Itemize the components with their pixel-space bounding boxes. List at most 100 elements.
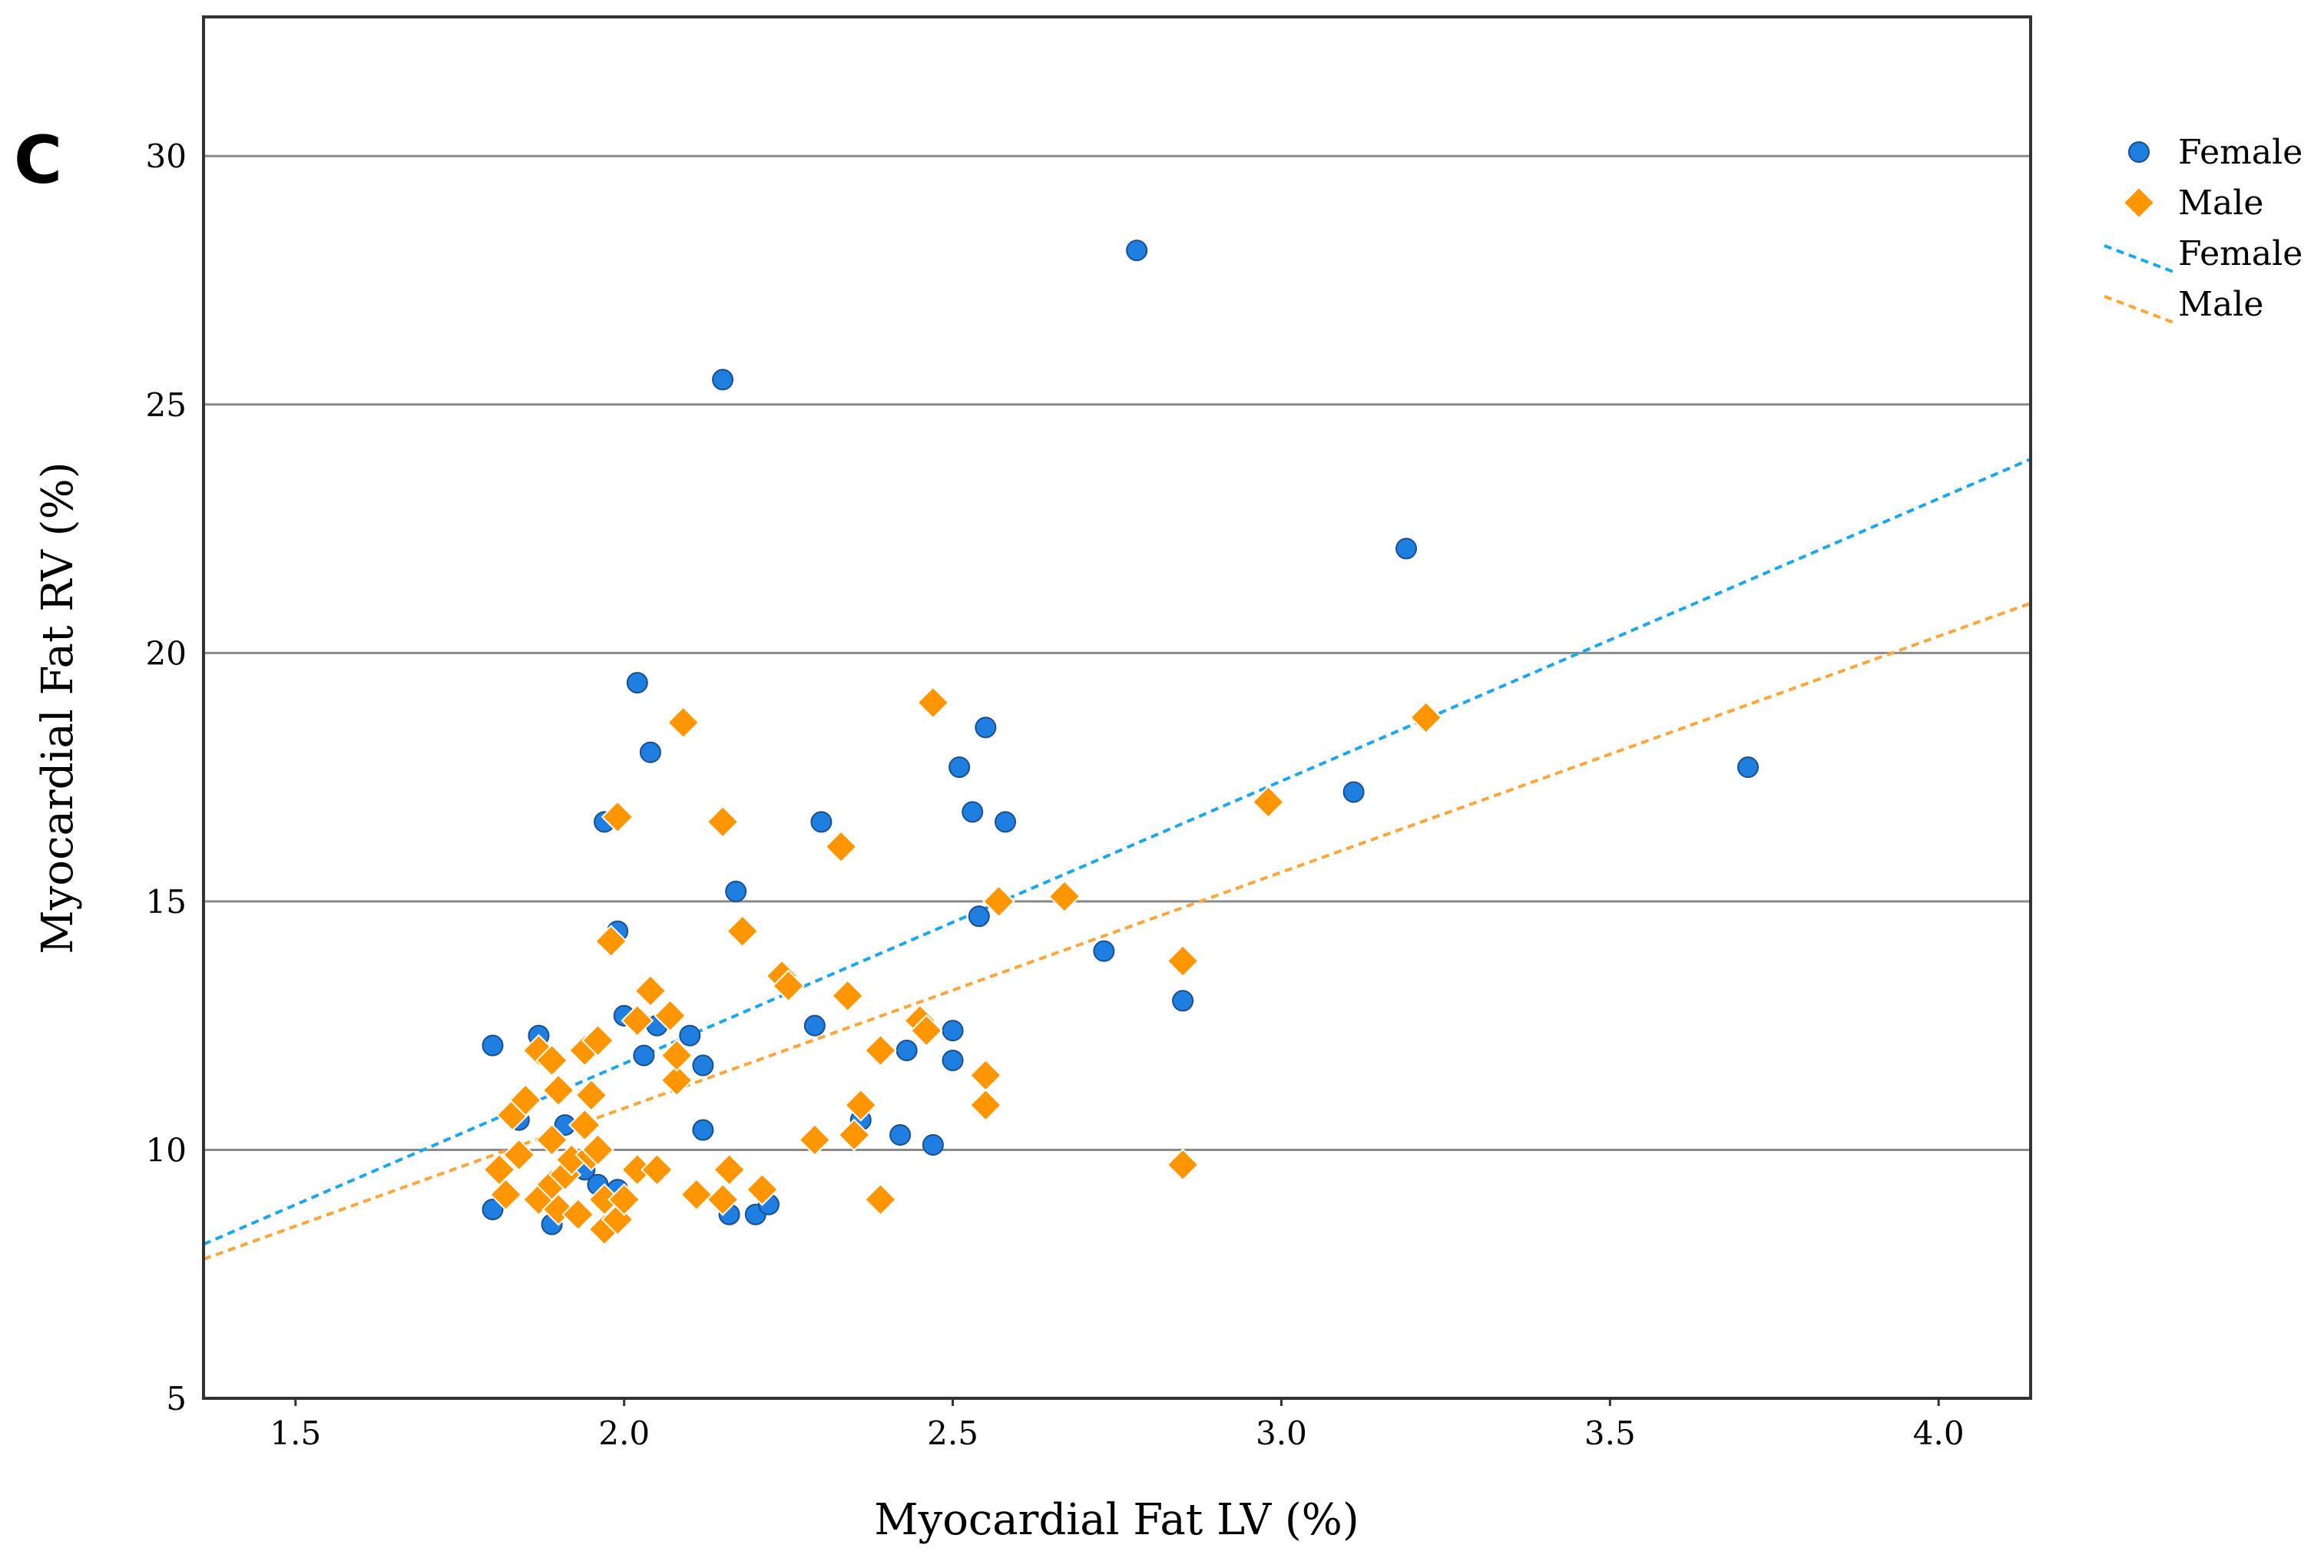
male-point (844, 1088, 878, 1122)
male-point (909, 1014, 943, 1047)
female-point (1093, 940, 1115, 962)
male-point (607, 1183, 641, 1216)
male-point (745, 1173, 779, 1206)
male-point (641, 1153, 674, 1186)
x-tick-label: 3.0 (1256, 1414, 1307, 1452)
plot-frame (202, 15, 2032, 1400)
male-point (864, 1034, 897, 1067)
female-point (975, 716, 997, 739)
female-point (482, 1199, 504, 1221)
legend-male-marker (2122, 186, 2156, 220)
male-point (561, 1198, 595, 1231)
y-tick-label: 10 (146, 1131, 187, 1169)
female-point (1395, 538, 1418, 560)
male-point (601, 800, 634, 834)
y-tick-label: 30 (146, 137, 187, 175)
y-tick-label: 5 (166, 1380, 187, 1417)
female-point (1342, 781, 1365, 803)
male-point (541, 1073, 575, 1107)
male-point (1409, 701, 1443, 734)
female-point (942, 1049, 964, 1071)
female-point (725, 880, 747, 902)
male-point (864, 1183, 897, 1216)
male-point (968, 1088, 1002, 1122)
female-point (692, 1119, 714, 1141)
male-point (574, 1078, 608, 1112)
gridlines (204, 154, 2031, 1151)
x-tick-label: 3.5 (1584, 1414, 1636, 1452)
male-point (654, 999, 687, 1033)
legend-label: Female (2178, 234, 2302, 273)
male-point (621, 1004, 654, 1037)
y-tick-label: 15 (146, 883, 187, 921)
female-point (692, 1054, 714, 1077)
female-point (1737, 756, 1760, 779)
male-point (798, 1123, 832, 1156)
x-axis-label: Myocardial Fat LV (%) (874, 1495, 1359, 1545)
y-axis-label: Myocardial Fat RV (%) (33, 461, 83, 954)
y-tick-label: 25 (146, 386, 187, 424)
male-point (982, 885, 1015, 918)
legend: Female Male Female Male (2104, 133, 2302, 324)
male-point (660, 1039, 694, 1072)
female-point (1126, 240, 1148, 262)
female-point (995, 811, 1017, 833)
x-tick-label: 2.5 (927, 1414, 978, 1452)
male-point (1166, 944, 1200, 978)
male-point (680, 1178, 713, 1212)
male-point (568, 1108, 601, 1142)
fit-line-male (203, 601, 2031, 1261)
female-point (942, 1020, 964, 1042)
female-point (948, 756, 971, 779)
female-point (803, 1014, 826, 1037)
male-point (1048, 879, 1081, 913)
female-point (922, 1133, 944, 1156)
female-point (810, 811, 833, 833)
female-point (1172, 990, 1194, 1012)
male-point (916, 686, 950, 719)
male-point (772, 969, 806, 1003)
x-tick-label: 1.5 (270, 1414, 321, 1452)
legend-label: Male (2178, 184, 2263, 223)
male-point (713, 1153, 747, 1186)
female-point (626, 672, 648, 694)
male-point (1166, 1148, 1200, 1182)
female-point (968, 905, 990, 928)
male-point (706, 1183, 740, 1216)
male-point (508, 1083, 542, 1117)
female-point (482, 1034, 504, 1057)
male-point (706, 805, 740, 839)
x-tick-label: 4.0 (1913, 1414, 1965, 1452)
male-point (726, 915, 760, 948)
female-point (633, 1044, 655, 1067)
data-points (482, 240, 1760, 1246)
male-point (581, 1133, 614, 1166)
male-point (594, 925, 627, 958)
female-point (639, 741, 661, 763)
legend-label: Female (2178, 133, 2302, 172)
male-point (489, 1178, 523, 1212)
male-point (535, 1123, 568, 1156)
male-point (831, 979, 865, 1013)
male-point (837, 1118, 871, 1152)
female-point (889, 1124, 912, 1146)
female-point (962, 801, 984, 823)
y-tick-label: 20 (146, 634, 187, 672)
axis-ticks: 5 10 15 20 25 30 1.5 2.0 2.5 3.0 3.5 4.0 (146, 137, 1965, 1452)
legend-label: Male (2178, 285, 2263, 324)
male-point (1251, 786, 1285, 819)
male-point (502, 1138, 536, 1172)
x-tick-label: 2.0 (598, 1414, 650, 1452)
male-point (667, 706, 700, 739)
male-point (824, 830, 858, 864)
male-point (581, 1024, 614, 1057)
male-point (660, 1064, 694, 1097)
female-point (679, 1024, 701, 1047)
panel-label: C (14, 122, 62, 199)
female-point (712, 369, 734, 391)
legend-female-marker (2128, 141, 2150, 163)
female-point (896, 1040, 918, 1062)
